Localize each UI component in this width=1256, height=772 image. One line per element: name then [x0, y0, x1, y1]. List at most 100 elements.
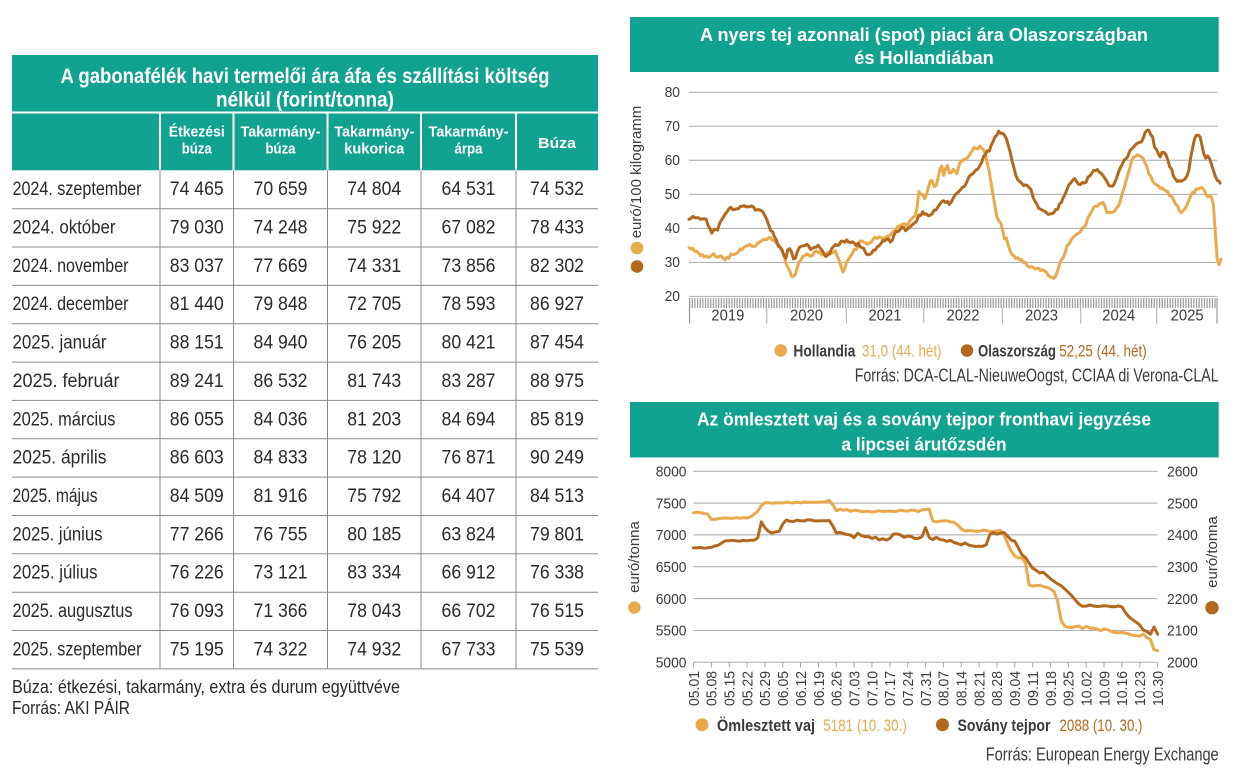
svg-text:40: 40	[665, 220, 680, 237]
svg-text:75 922: 75 922	[347, 218, 401, 239]
svg-text:búza: búza	[266, 142, 297, 158]
svg-text:77 266: 77 266	[170, 524, 224, 545]
svg-text:78 120: 78 120	[347, 448, 401, 469]
svg-text:88 151: 88 151	[170, 333, 224, 354]
svg-text:05.22: 05.22	[739, 671, 756, 706]
svg-text:05.01: 05.01	[686, 671, 703, 706]
svg-text:87 454: 87 454	[530, 333, 584, 354]
svg-text:Ömlesztett vaj: Ömlesztett vaj	[717, 716, 815, 735]
svg-text:82 302: 82 302	[530, 256, 584, 277]
svg-text:Takarmány-: Takarmány-	[241, 125, 321, 141]
svg-text:2023: 2023	[1025, 308, 1058, 325]
svg-text:6000: 6000	[656, 591, 687, 608]
svg-text:71 366: 71 366	[254, 601, 308, 622]
svg-text:2025: 2025	[1171, 308, 1204, 325]
svg-text:78 433: 78 433	[530, 218, 584, 239]
svg-text:86 055: 86 055	[170, 409, 224, 430]
svg-text:09.25: 09.25	[1061, 671, 1078, 706]
svg-text:78 043: 78 043	[347, 601, 401, 622]
svg-text:10.09: 10.09	[1096, 671, 1113, 706]
svg-text:88 975: 88 975	[530, 371, 584, 392]
svg-text:78 593: 78 593	[442, 294, 496, 315]
svg-text:euró/100 kilogramm: euró/100 kilogramm	[628, 106, 645, 239]
svg-text:80 185: 80 185	[347, 524, 401, 545]
svg-text:79 801: 79 801	[530, 524, 584, 545]
svg-text:67 733: 67 733	[442, 639, 496, 660]
svg-text:75 539: 75 539	[530, 639, 584, 660]
svg-text:2024. december: 2024. december	[13, 294, 130, 315]
svg-text:2025. február: 2025. február	[13, 371, 121, 392]
svg-text:76 871: 76 871	[442, 448, 496, 469]
svg-text:84 940: 84 940	[254, 333, 308, 354]
svg-text:70: 70	[665, 118, 680, 135]
svg-text:64 407: 64 407	[442, 486, 496, 507]
svg-text:2600: 2600	[1167, 464, 1198, 481]
svg-text:76 338: 76 338	[530, 563, 584, 584]
svg-text:2100: 2100	[1167, 623, 1198, 640]
svg-text:euró/tonna: euró/tonna	[1204, 515, 1221, 587]
svg-text:84 833: 84 833	[254, 448, 308, 469]
svg-text:09.18: 09.18	[1043, 671, 1060, 706]
svg-text:80 421: 80 421	[442, 333, 496, 354]
svg-text:74 804: 74 804	[347, 179, 401, 200]
svg-text:05.15: 05.15	[722, 671, 739, 706]
svg-text:31,0 (44. hét): 31,0 (44. hét)	[862, 341, 942, 360]
svg-text:81 916: 81 916	[254, 486, 308, 507]
svg-text:5500: 5500	[656, 623, 687, 640]
svg-text:2019: 2019	[711, 308, 744, 325]
svg-text:08.07: 08.07	[936, 671, 953, 706]
svg-text:2021: 2021	[869, 308, 902, 325]
svg-text:30: 30	[665, 254, 680, 271]
svg-text:84 036: 84 036	[254, 409, 308, 430]
svg-text:Az ömlesztett vaj és a sovány: Az ömlesztett vaj és a sovány tejpor fro…	[697, 408, 1151, 429]
svg-text:2025. szeptember: 2025. szeptember	[13, 639, 143, 660]
svg-text:83 037: 83 037	[170, 256, 224, 277]
svg-text:05.08: 05.08	[704, 671, 721, 706]
svg-text:10.30: 10.30	[1150, 671, 1167, 706]
svg-text:Búza: étkezési, takarmány, ext: Búza: étkezési, takarmány, extra és duru…	[12, 677, 400, 697]
svg-text:52,25 (44. hét): 52,25 (44. hét)	[1059, 341, 1147, 360]
svg-text:84 694: 84 694	[442, 409, 496, 430]
svg-text:Sovány tejpor: Sovány tejpor	[958, 716, 1051, 735]
svg-text:2024. szeptember: 2024. szeptember	[13, 179, 143, 200]
svg-text:Búza: Búza	[538, 136, 577, 152]
svg-text:Olaszország: Olaszország	[978, 341, 1056, 360]
svg-text:06.05: 06.05	[775, 671, 792, 706]
svg-text:76 093: 76 093	[170, 601, 224, 622]
svg-text:85 819: 85 819	[530, 409, 584, 430]
svg-text:8000: 8000	[656, 464, 687, 481]
svg-text:10.16: 10.16	[1114, 671, 1131, 706]
svg-text:76 755: 76 755	[254, 524, 308, 545]
svg-text:80: 80	[665, 84, 680, 101]
svg-text:a lipcsei árutőzsdén: a lipcsei árutőzsdén	[842, 434, 1007, 455]
svg-text:75 792: 75 792	[347, 486, 401, 507]
svg-text:60: 60	[665, 152, 680, 169]
svg-text:07.31: 07.31	[918, 671, 935, 706]
svg-text:2088 (10. 30.): 2088 (10. 30.)	[1060, 716, 1143, 735]
svg-text:89 241: 89 241	[170, 371, 224, 392]
svg-text:66 912: 66 912	[442, 563, 496, 584]
svg-text:és Hollandiában: és Hollandiában	[854, 47, 994, 68]
svg-text:08.28: 08.28	[989, 671, 1006, 706]
svg-text:74 932: 74 932	[347, 639, 401, 660]
svg-text:75 195: 75 195	[170, 639, 224, 660]
svg-text:euró/tonna: euró/tonna	[626, 520, 643, 592]
svg-text:10.02: 10.02	[1079, 671, 1096, 706]
svg-text:83 287: 83 287	[442, 371, 496, 392]
svg-text:05.29: 05.29	[757, 671, 774, 706]
svg-text:07.03: 07.03	[846, 671, 863, 706]
svg-text:06.19: 06.19	[811, 671, 828, 706]
svg-text:7000: 7000	[656, 527, 687, 544]
svg-text:08.21: 08.21	[971, 671, 988, 706]
svg-text:Forrás: European Energy Exchan: Forrás: European Energy Exchange	[986, 745, 1219, 765]
svg-text:81 203: 81 203	[347, 409, 401, 430]
svg-text:2500: 2500	[1167, 495, 1198, 512]
svg-text:76 226: 76 226	[170, 563, 224, 584]
svg-text:A nyers tej azonnali (spot) pi: A nyers tej azonnali (spot) piaci ára Ol…	[700, 24, 1148, 45]
svg-text:2020: 2020	[790, 308, 823, 325]
svg-text:Takarmány-: Takarmány-	[429, 125, 509, 141]
svg-text:79 848: 79 848	[254, 294, 308, 315]
svg-text:5181 (10. 30.): 5181 (10. 30.)	[823, 716, 907, 735]
svg-text:Forrás: AKI PÁIR: Forrás: AKI PÁIR	[12, 698, 130, 718]
svg-text:2025. augusztus: 2025. augusztus	[13, 601, 133, 622]
